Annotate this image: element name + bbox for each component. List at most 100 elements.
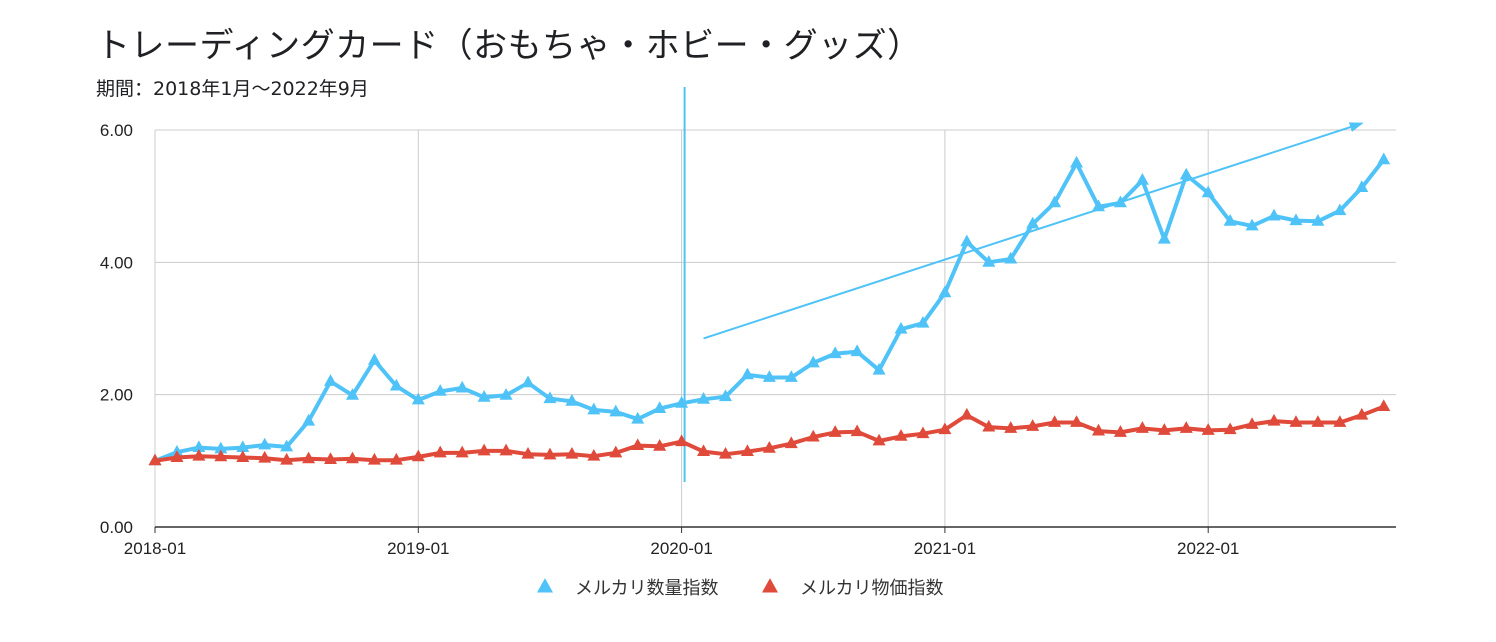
data-point-series-2: [1377, 399, 1391, 412]
data-point-series-2: [280, 452, 294, 465]
data-point-series-1: [1048, 195, 1062, 208]
data-point-series-2: [499, 443, 513, 456]
data-point-series-1: [653, 401, 667, 414]
data-point-series-2: [675, 434, 689, 447]
data-point-series-2: [740, 444, 754, 457]
data-point-series-1: [1333, 203, 1347, 216]
data-point-series-1: [565, 394, 579, 406]
data-point-series-1: [1179, 167, 1193, 180]
data-point-series-1: [697, 392, 711, 404]
data-point-series-2: [302, 451, 316, 464]
data-point-series-1: [455, 380, 469, 393]
data-point-series-2: [192, 448, 206, 461]
data-point-series-1: [543, 391, 557, 404]
data-point-series-2: [258, 450, 272, 463]
data-point-series-2: [894, 429, 908, 441]
data-point-series-2: [784, 436, 798, 449]
data-point-series-1: [1157, 231, 1171, 244]
data-point-series-1: [675, 396, 689, 408]
x-tick-label: 2021-01: [914, 539, 976, 558]
data-point-series-2: [828, 425, 842, 437]
data-point-series-1: [631, 411, 645, 424]
data-point-series-2: [1070, 415, 1084, 427]
x-tick-label: 2018-01: [124, 539, 186, 558]
data-point-series-2: [587, 448, 601, 461]
x-tick-label: 2022-01: [1177, 539, 1239, 558]
data-point-series-2: [477, 443, 491, 456]
data-point-series-2: [521, 446, 535, 459]
data-point-series-2: [324, 452, 338, 464]
data-point-series-2: [1245, 417, 1259, 429]
data-point-series-2: [345, 451, 359, 464]
data-point-series-2: [631, 438, 645, 451]
data-point-series-1: [1223, 214, 1237, 226]
data-point-series-2: [1311, 415, 1325, 427]
data-point-series-2: [1267, 413, 1281, 426]
data-point-series-1: [784, 370, 798, 382]
data-point-series-2: [214, 449, 228, 462]
data-point-series-2: [960, 407, 974, 420]
legend-marker-2: [762, 578, 778, 593]
data-point-series-1: [433, 384, 447, 396]
legend-marker-1: [537, 578, 553, 593]
annotations: [683, 87, 1364, 482]
data-point-series-2: [1223, 422, 1237, 435]
data-point-series-1: [477, 390, 491, 402]
y-tick-label: 0.00: [100, 518, 133, 537]
data-point-series-2: [850, 424, 864, 437]
data-point-series-2: [170, 450, 184, 462]
data-point-series-2: [389, 452, 403, 465]
data-point-series-1: [806, 355, 820, 368]
data-point-series-2: [1091, 423, 1105, 436]
series: [148, 152, 1391, 466]
data-point-series-1: [389, 378, 403, 391]
data-point-series-1: [1377, 152, 1391, 165]
axes: 0.00 2.00 4.00 6.00 2018-01 2019-01 2020-01 202…: [100, 121, 1396, 558]
data-point-series-1: [1135, 173, 1149, 185]
data-point-series-1: [1070, 155, 1084, 168]
series-line-1: [154, 158, 1386, 463]
data-point-series-2: [367, 452, 381, 465]
data-point-series-1: [587, 402, 601, 415]
data-point-series-1: [236, 440, 250, 453]
data-point-series-1: [762, 370, 776, 382]
data-point-series-1: [828, 346, 842, 359]
data-point-series-2: [872, 433, 886, 446]
data-point-series-1: [411, 392, 425, 405]
data-point-series-2: [609, 445, 623, 458]
data-point-series-2: [1333, 415, 1347, 427]
data-point-series-1: [1245, 218, 1259, 231]
data-point-series-2: [565, 446, 579, 459]
data-point-series-1: [302, 413, 316, 426]
data-point-series-1: [1311, 214, 1325, 226]
data-point-series-2: [1201, 423, 1215, 435]
data-point-series-1: [258, 437, 272, 450]
data-point-series-1: [1355, 180, 1369, 193]
data-point-series-1: [521, 375, 535, 388]
data-point-series-2: [433, 445, 447, 458]
y-tick-label: 2.00: [100, 386, 133, 405]
data-point-series-1: [367, 353, 381, 365]
data-point-series-2: [938, 422, 952, 435]
data-point-series-2: [697, 444, 711, 457]
x-tick-label: 2020-01: [650, 539, 712, 558]
data-point-series-2: [653, 439, 667, 451]
legend-label-2: メルカリ物価指数: [800, 578, 943, 599]
data-point-series-2: [1048, 415, 1062, 427]
data-point-series-2: [411, 449, 425, 462]
data-point-series-2: [236, 450, 250, 462]
data-point-series-2: [1026, 419, 1040, 431]
data-point-series-1: [1004, 251, 1018, 264]
data-point-series-1: [280, 439, 294, 452]
data-point-series-2: [718, 446, 732, 459]
data-point-series-2: [1135, 421, 1149, 433]
y-tick-label: 4.00: [100, 253, 133, 272]
chart-subtitle: 期間：2018年1月〜2022年9月: [96, 78, 369, 100]
data-point-series-1: [740, 367, 754, 380]
data-point-series-2: [543, 447, 557, 460]
data-point-series-2: [982, 419, 996, 432]
data-point-series-1: [938, 285, 952, 298]
data-point-series-1: [1267, 208, 1281, 221]
data-point-series-1: [499, 388, 513, 400]
